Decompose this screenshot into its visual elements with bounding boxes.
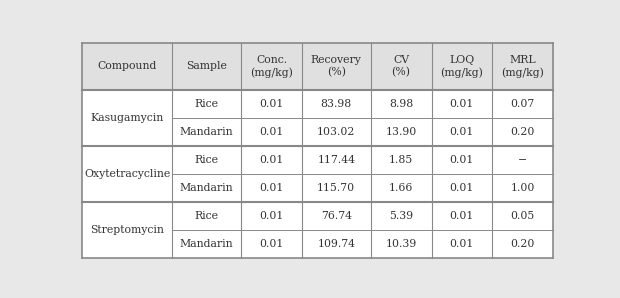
Text: 0.01: 0.01 <box>259 211 283 221</box>
Bar <box>82 230 553 258</box>
Text: 13.90: 13.90 <box>386 127 417 137</box>
Text: 0.01: 0.01 <box>259 239 283 249</box>
Text: 76.74: 76.74 <box>321 211 352 221</box>
Text: 0.01: 0.01 <box>450 99 474 109</box>
Text: MRL
(mg/kg): MRL (mg/kg) <box>502 55 544 77</box>
Text: 0.20: 0.20 <box>511 127 535 137</box>
Text: 0.01: 0.01 <box>259 183 283 193</box>
Text: 0.07: 0.07 <box>511 99 535 109</box>
Text: Streptomycin: Streptomycin <box>91 225 164 235</box>
Text: 109.74: 109.74 <box>317 239 355 249</box>
Text: 0.01: 0.01 <box>450 183 474 193</box>
Text: 1.85: 1.85 <box>389 155 413 165</box>
Text: Mandarin: Mandarin <box>180 127 234 137</box>
Text: 0.01: 0.01 <box>259 99 283 109</box>
Text: Oxytetracycline: Oxytetracycline <box>84 169 170 179</box>
Text: −: − <box>518 155 528 165</box>
Text: 0.01: 0.01 <box>450 239 474 249</box>
Text: 1.00: 1.00 <box>511 183 535 193</box>
Text: 115.70: 115.70 <box>317 183 355 193</box>
Text: 83.98: 83.98 <box>321 99 352 109</box>
Bar <box>82 43 553 90</box>
Text: Mandarin: Mandarin <box>180 239 234 249</box>
Bar <box>82 90 553 118</box>
Text: 117.44: 117.44 <box>317 155 355 165</box>
Text: Rice: Rice <box>195 99 219 109</box>
Text: 0.20: 0.20 <box>511 239 535 249</box>
Text: Rice: Rice <box>195 155 219 165</box>
Text: Kasugamycin: Kasugamycin <box>91 113 164 123</box>
Text: Rice: Rice <box>195 211 219 221</box>
Bar <box>82 146 553 174</box>
Text: 0.01: 0.01 <box>259 127 283 137</box>
Text: 0.01: 0.01 <box>259 155 283 165</box>
Text: 5.39: 5.39 <box>389 211 413 221</box>
Text: Recovery
(%): Recovery (%) <box>311 55 361 77</box>
Text: 0.01: 0.01 <box>450 127 474 137</box>
Text: LOQ
(mg/kg): LOQ (mg/kg) <box>440 55 484 77</box>
Text: 103.02: 103.02 <box>317 127 355 137</box>
Text: 10.39: 10.39 <box>386 239 417 249</box>
Bar <box>82 118 553 146</box>
Bar <box>82 174 553 202</box>
Text: 1.66: 1.66 <box>389 183 414 193</box>
Text: Sample: Sample <box>186 61 227 71</box>
Text: 0.01: 0.01 <box>450 211 474 221</box>
Text: Mandarin: Mandarin <box>180 183 234 193</box>
Text: 8.98: 8.98 <box>389 99 413 109</box>
Text: Conc.
(mg/kg): Conc. (mg/kg) <box>250 55 293 77</box>
Text: 0.05: 0.05 <box>511 211 535 221</box>
Text: 0.01: 0.01 <box>450 155 474 165</box>
Text: CV
(%): CV (%) <box>392 55 410 77</box>
Bar <box>82 202 553 230</box>
Text: Compound: Compound <box>97 61 157 71</box>
